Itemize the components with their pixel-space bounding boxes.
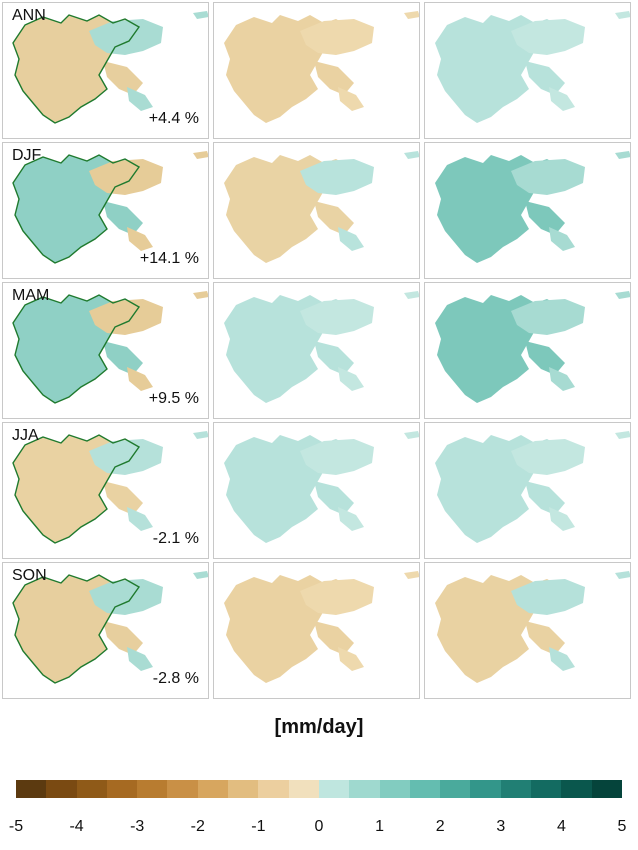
map-panel: [424, 562, 631, 699]
percent-change-label: -2.8 %: [152, 670, 199, 687]
colorbar-swatch: [500, 780, 532, 798]
colorbar-swatch: [531, 780, 562, 798]
map-panel: SON -2.8 %: [2, 562, 209, 699]
colorbar-swatch: [76, 780, 107, 798]
svalbard-map: [224, 151, 419, 263]
colorbar-swatch: [349, 780, 380, 798]
panel-row: MAM +9.5 %: [2, 282, 636, 419]
percent-change-label: +9.5 %: [148, 390, 199, 407]
colorbar-tick-label: 3: [496, 818, 506, 835]
colorbar-swatch: [288, 780, 319, 798]
map-panel: [213, 2, 420, 139]
map-panel: [213, 282, 420, 419]
percent-change-label: -2.1 %: [152, 530, 199, 547]
map-panel: [213, 422, 420, 559]
map-panel: [213, 142, 420, 279]
colorbar-tick-label: 2: [435, 818, 445, 835]
colorbar-swatch: [106, 780, 138, 798]
svalbard-map: [12, 11, 208, 124]
colorbar-swatch: [440, 780, 471, 798]
svalbard-map: [12, 431, 208, 544]
svalbard-map: [12, 151, 208, 264]
units-label: [mm/day]: [274, 716, 364, 738]
colorbar-swatch: [318, 780, 350, 798]
panel-row: SON -2.8 %: [2, 562, 636, 699]
colorbar-tick-label: -5: [8, 818, 24, 835]
season-label: JJA: [12, 427, 39, 444]
svalbard-map: [435, 431, 630, 543]
svalbard-map: [12, 291, 208, 404]
colorbar-tick-label: -2: [190, 818, 205, 835]
colorbar-tick-label: 0: [314, 818, 324, 835]
colorbar-swatch: [167, 780, 198, 798]
map-panel: [424, 2, 631, 139]
svalbard-map: [224, 571, 419, 683]
colorbar-swatch: [561, 780, 592, 798]
map-grid: ANN +4.4 % DJF +14.1 % MAM +9.5 % JJA -2.1 % SON…: [2, 2, 636, 702]
season-label: ANN: [12, 7, 46, 24]
colorbar-swatch: [591, 780, 622, 798]
svalbard-map: [435, 11, 630, 123]
svalbard-map: [435, 291, 630, 403]
map-panel: [424, 142, 631, 279]
colorbar-ticks: -5 -4 -3 -2 -1 0 1 2 3 4 5: [9, 818, 627, 838]
map-panel: ANN +4.4 %: [2, 2, 209, 139]
map-panel: DJF +14.1 %: [2, 142, 209, 279]
colorbar-swatch: [46, 780, 77, 798]
colorbar-tick-label: 1: [375, 818, 385, 835]
map-panel: JJA -2.1 %: [2, 422, 209, 559]
svalbard-map: [224, 11, 419, 123]
percent-change-label: +4.4 %: [148, 110, 199, 127]
colorbar-swatch: [197, 780, 229, 798]
colorbar-tick-label: 4: [556, 818, 566, 835]
percent-change-label: +14.1 %: [139, 250, 199, 267]
colorbar-swatch: [16, 780, 47, 798]
svalbard-map: [435, 571, 630, 683]
colorbar-swatch: [379, 780, 410, 798]
colorbar-swatch: [409, 780, 441, 798]
panel-row: JJA -2.1 %: [2, 422, 636, 559]
colorbar-tick-label: -4: [69, 818, 84, 835]
panel-row: DJF +14.1 %: [2, 142, 636, 279]
map-panel: [213, 562, 420, 699]
season-label: DJF: [12, 147, 42, 164]
panel-row: ANN +4.4 %: [2, 2, 636, 139]
map-panel: [424, 282, 631, 419]
colorbar-swatch: [228, 780, 259, 798]
colorbar-swatch: [470, 780, 501, 798]
season-label: SON: [12, 567, 47, 584]
colorbar: [16, 780, 622, 798]
svalbard-map: [12, 571, 208, 684]
colorbar-swatch: [258, 780, 289, 798]
map-panel: MAM +9.5 %: [2, 282, 209, 419]
svalbard-map: [224, 431, 419, 543]
svalbard-map: [435, 151, 630, 263]
map-panel: [424, 422, 631, 559]
colorbar-tick-label: 5: [617, 818, 627, 835]
svalbard-map: [224, 291, 419, 403]
season-label: MAM: [12, 287, 50, 304]
colorbar-swatch: [137, 780, 168, 798]
colorbar-tick-label: -1: [251, 818, 266, 835]
colorbar-tick-label: -3: [130, 818, 145, 835]
